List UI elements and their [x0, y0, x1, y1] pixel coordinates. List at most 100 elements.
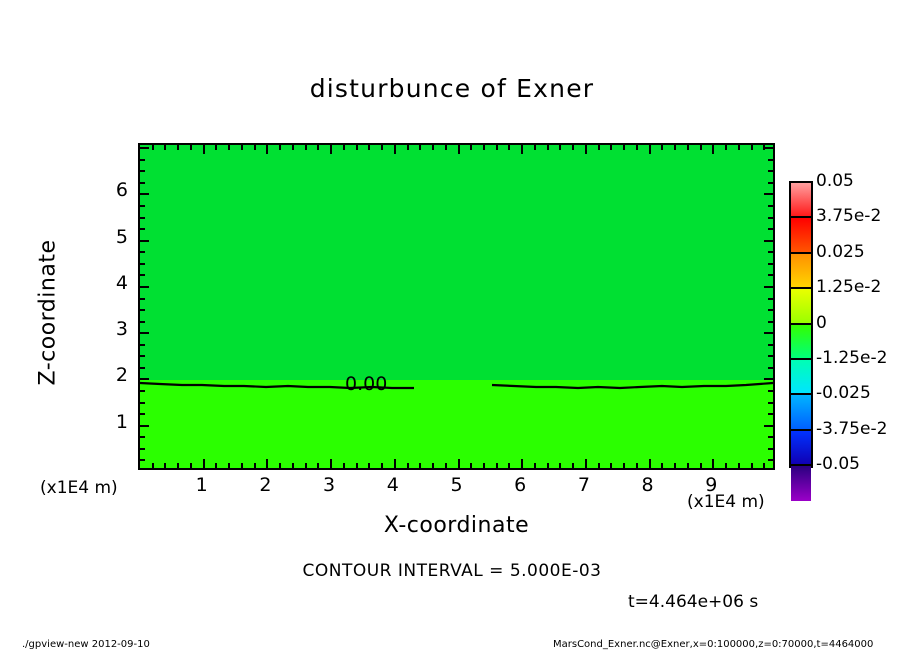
x-axis-tick [202, 459, 205, 468]
x-axis-tick [495, 463, 498, 468]
colorbar-tick-label: 0 [816, 312, 827, 333]
x-axis-tick-top [533, 145, 536, 150]
colorbar[interactable] [789, 181, 813, 502]
y-axis-tick-right [768, 170, 773, 173]
y-axis-units-label: (x1E4 m) [40, 478, 118, 498]
x-axis-tick-top [457, 145, 460, 154]
y-axis-tick-right [768, 413, 773, 416]
x-axis-tick-top [342, 145, 345, 150]
colorbar-band [791, 324, 811, 360]
x-axis-tick [635, 463, 638, 468]
x-axis-tick [597, 463, 600, 468]
y-axis-tick [140, 262, 145, 265]
x-axis-tick-top [317, 145, 320, 150]
y-axis-tick-right [768, 251, 773, 254]
y-axis-tick [140, 274, 145, 277]
x-axis-tick-top [482, 145, 485, 150]
contour-line-right [491, 381, 773, 390]
x-axis-tick-top [674, 145, 677, 150]
y-axis-tick-right [764, 147, 773, 150]
x-axis-tick [559, 463, 562, 468]
y-axis-tick [140, 228, 145, 231]
y-axis-tick [140, 193, 149, 196]
x-axis-tick [750, 463, 753, 468]
y-axis-tick [140, 309, 145, 312]
x-axis-tick-top [470, 145, 473, 150]
y-axis-tick-right [764, 239, 773, 242]
y-axis-tick-right [768, 274, 773, 277]
x-axis-tick-top [240, 145, 243, 150]
colorbar-band [791, 359, 811, 396]
colorbar-band [791, 183, 811, 219]
x-axis-tick-label: 7 [577, 474, 590, 496]
x-axis-tick [215, 463, 218, 468]
y-axis-tick-right [764, 193, 773, 196]
colorbar-tick-label: 0.025 [816, 241, 865, 262]
x-axis-tick [279, 463, 282, 468]
x-axis-tick-top [393, 145, 396, 154]
y-axis-tick [140, 459, 145, 462]
x-axis-tick [457, 459, 460, 468]
y-axis-tick [140, 413, 145, 416]
colorbar-band [791, 218, 811, 254]
y-axis-tick [140, 378, 149, 381]
y-axis-tick-right [764, 378, 773, 381]
x-axis-units-label: (x1E4 m) [687, 492, 765, 512]
x-axis-tick [189, 463, 192, 468]
x-axis-tick-label: 2 [259, 474, 272, 496]
y-axis-tick-label: 4 [115, 271, 128, 294]
plot-area[interactable]: 0.00 [138, 143, 775, 470]
y-axis-tick-right [768, 436, 773, 439]
colorbar-tick-label: 0.05 [816, 171, 854, 191]
colorbar-tick-label: -0.05 [816, 454, 860, 474]
x-axis-tick-top [610, 145, 613, 150]
x-axis-tick-top [750, 145, 753, 150]
x-axis-tick-top [279, 145, 282, 150]
y-axis-tick-label: 3 [115, 318, 128, 341]
y-axis-tick-right [768, 366, 773, 369]
y-axis-tick-right [768, 355, 773, 358]
x-axis-tick-top [572, 145, 575, 150]
x-axis-tick-top [164, 145, 167, 150]
x-axis-tick-top [635, 145, 638, 150]
x-axis-tick [317, 463, 320, 468]
x-axis-tick-label: 1 [195, 474, 208, 496]
x-axis-tick [240, 463, 243, 468]
x-axis-tick-top [381, 145, 384, 150]
y-axis-tick-right [768, 205, 773, 208]
x-axis-tick [674, 463, 677, 468]
page-title: disturbunce of Exner [309, 74, 595, 103]
y-axis-tick-right [768, 343, 773, 346]
y-axis-tick-right [764, 285, 773, 288]
colorbar-band [791, 395, 811, 431]
x-axis-tick [164, 463, 167, 468]
colorbar-tick-label: 3.75e-2 [816, 206, 882, 227]
x-axis-tick-top [151, 145, 154, 150]
x-axis-tick-label: 5 [450, 474, 463, 496]
x-axis-tick [584, 459, 587, 468]
colorbar-band [791, 289, 811, 325]
x-axis-tick-top [368, 145, 371, 150]
y-axis-tick-right [768, 262, 773, 265]
x-axis-title: X-coordinate [383, 513, 530, 538]
x-axis-tick-top [432, 145, 435, 150]
y-axis-tick [140, 436, 145, 439]
x-axis-tick-top [648, 145, 651, 154]
y-axis-tick-right [768, 158, 773, 161]
time-stamp-text: t=4.464e+06 s [628, 592, 759, 612]
x-axis-tick [610, 463, 613, 468]
y-axis-tick-label: 6 [115, 179, 128, 202]
x-axis-tick [253, 463, 256, 468]
x-axis-tick-top [584, 145, 587, 154]
x-axis-tick-top [737, 145, 740, 150]
x-axis-tick-top [228, 145, 231, 150]
y-axis-tick [140, 366, 145, 369]
x-axis-tick [648, 459, 651, 468]
y-axis-tick-right [768, 228, 773, 231]
y-axis-tick-right [768, 181, 773, 184]
y-axis-tick-right [768, 401, 773, 404]
x-axis-tick-top [355, 145, 358, 150]
x-axis-tick [508, 463, 511, 468]
x-axis-tick-top [266, 145, 269, 154]
x-axis-tick [228, 463, 231, 468]
